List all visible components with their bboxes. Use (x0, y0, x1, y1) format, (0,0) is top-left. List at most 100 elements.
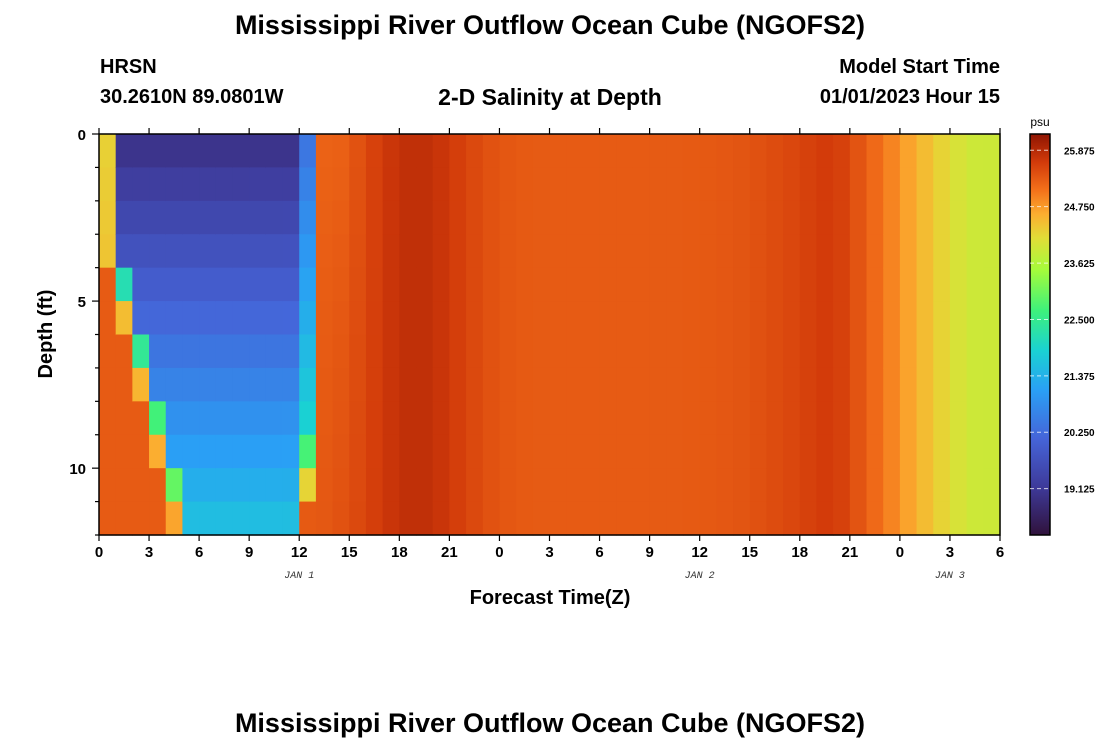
x-tick-label: 12 (691, 544, 708, 561)
heat-cell (149, 434, 167, 469)
heat-cell (532, 334, 551, 369)
heat-cell (783, 167, 801, 202)
heat-cell (499, 167, 517, 202)
heat-cell (949, 167, 968, 202)
heat-cell (966, 334, 984, 369)
heat-cell (249, 167, 267, 202)
heat-cell (549, 367, 567, 402)
heat-cell (966, 134, 984, 169)
heat-cell (449, 434, 467, 469)
heat-cell (265, 401, 284, 436)
x-tick-label: 21 (841, 544, 858, 561)
heat-cell (566, 200, 584, 235)
heat-cell (682, 200, 701, 235)
heat-cell (215, 167, 234, 202)
heat-cell (799, 301, 818, 336)
heat-cell (182, 367, 200, 402)
x-tick-label: 12 (291, 544, 308, 561)
heat-cell (115, 468, 133, 503)
x-tick-label: 21 (441, 544, 458, 561)
heat-cell (933, 501, 951, 536)
heat-cell (616, 167, 634, 202)
heat-cell (949, 434, 968, 469)
heat-cell (632, 434, 651, 469)
heat-cell (199, 267, 217, 302)
date-label: JAN 3 (935, 571, 965, 582)
heat-cell (682, 267, 701, 302)
heat-cell (699, 167, 717, 202)
heat-cell (983, 334, 1001, 369)
x-tick-label: 3 (545, 544, 553, 561)
heat-cell (599, 468, 617, 503)
heat-cell (949, 501, 968, 536)
heat-cell (232, 468, 250, 503)
heat-cell (582, 301, 601, 336)
heat-cell (916, 200, 934, 235)
heat-cell (599, 167, 617, 202)
heat-cell (132, 501, 150, 536)
heat-cell (949, 401, 968, 436)
heat-cell (399, 501, 417, 536)
heat-cell (916, 267, 934, 302)
heat-cell (582, 267, 601, 302)
heat-cell (582, 334, 601, 369)
heat-cell (149, 200, 167, 235)
heat-cell (499, 334, 517, 369)
heat-cell (282, 434, 300, 469)
heat-cell (516, 234, 534, 269)
heat-cell (599, 134, 617, 169)
heat-cell (632, 167, 651, 202)
heat-cell (582, 367, 601, 402)
heat-cell (532, 434, 551, 469)
heat-cell (466, 468, 484, 503)
heat-cell (916, 234, 934, 269)
heat-cell (816, 401, 834, 436)
heat-cell (716, 234, 734, 269)
heat-cell (432, 334, 450, 369)
heat-cell (132, 267, 150, 302)
heat-cell (399, 468, 417, 503)
heat-cell (282, 401, 300, 436)
heat-cell (115, 401, 133, 436)
x-tick-label: 6 (595, 544, 603, 561)
heat-cell (365, 301, 384, 336)
heat-cell (99, 134, 117, 169)
heat-cell (249, 134, 267, 169)
heat-cell (733, 501, 751, 536)
heat-cell (199, 167, 217, 202)
heat-cell (983, 367, 1001, 402)
heat-cell (866, 134, 884, 169)
heat-cell (866, 434, 884, 469)
heat-cell (883, 367, 901, 402)
heat-cell (416, 167, 434, 202)
heat-cell (783, 134, 801, 169)
heat-cell (532, 367, 551, 402)
heat-cell (599, 334, 617, 369)
heat-cell (933, 134, 951, 169)
heat-cell (382, 267, 400, 302)
heat-cell (449, 501, 467, 536)
heat-cell (766, 200, 784, 235)
heat-cell (849, 200, 868, 235)
station-coordinates: 30.2610N 89.0801W (100, 86, 284, 108)
heat-cell (582, 134, 601, 169)
heat-cell (666, 468, 684, 503)
heat-cell (682, 167, 701, 202)
heat-cell (165, 167, 184, 202)
heat-cell (232, 301, 250, 336)
heat-cell (632, 200, 651, 235)
heat-cell (365, 234, 384, 269)
heat-cell (432, 468, 450, 503)
x-tick-label: 3 (145, 544, 153, 561)
heat-cell (365, 267, 384, 302)
heat-cell (566, 301, 584, 336)
heat-cell (466, 401, 484, 436)
heat-cell (766, 434, 784, 469)
heat-cell (549, 200, 567, 235)
heat-cell (115, 334, 133, 369)
heat-cell (332, 501, 350, 536)
heat-cell (265, 468, 284, 503)
heat-cell (115, 501, 133, 536)
heat-cell (599, 234, 617, 269)
heat-cell (399, 301, 417, 336)
